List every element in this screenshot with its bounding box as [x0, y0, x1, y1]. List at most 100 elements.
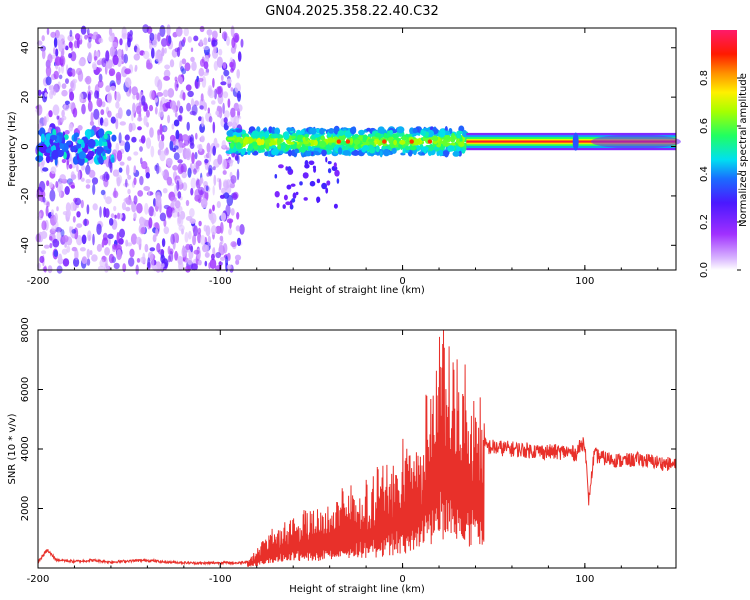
spectrogram-noise-cell: [133, 212, 137, 220]
spectrogram-signal-cell: [264, 131, 270, 139]
spectrogram-noise-cell: [150, 145, 155, 158]
spectrogram-noise-cell: [226, 36, 230, 46]
spectrogram-noise-cell: [176, 46, 181, 58]
spectrogram-noise-cell: [80, 177, 85, 182]
spectrogram-noise-cell: [210, 212, 217, 224]
spectrogram-noise-cell: [171, 123, 175, 130]
spectrogram-noise-cell: [190, 187, 194, 196]
spectrogram-noise-cell: [109, 46, 115, 57]
spectrogram-band-cell: [50, 134, 58, 140]
spectrogram-signal-cell: [412, 138, 420, 146]
spectrogram-noise-cell: [86, 248, 91, 259]
spectrogram-noise-cell: [148, 104, 154, 112]
spectrogram-hot-cell: [427, 139, 433, 144]
spectrogram-tail-cell: [290, 183, 296, 187]
spectrogram-noise-cell: [216, 56, 223, 68]
spectrogram-noise-cell: [137, 126, 142, 131]
spectrogram-noise-cell: [136, 105, 142, 115]
spectrogram-noise-cell: [159, 123, 163, 136]
spectrogram-noise-cell: [110, 213, 115, 219]
spectrogram-noise-cell: [72, 78, 78, 84]
spectrogram-noise-cell: [140, 135, 146, 144]
spectrogram-noise-cell: [186, 121, 190, 131]
spectrogram-noise-cell: [178, 206, 183, 213]
spectrogram-noise-cell: [86, 28, 90, 36]
spectrogram-noise-cell: [211, 100, 216, 105]
spectrogram-noise-cell: [41, 220, 47, 231]
spectrogram-noise-cell: [183, 27, 189, 37]
spectrogram-signal-cell: [377, 126, 386, 134]
spectrogram-noise-cell: [163, 89, 169, 98]
spectrogram-noise-cell: [79, 247, 86, 252]
spectrogram-signal-cell: [271, 148, 279, 156]
spectrogram-noise-cell: [175, 129, 180, 140]
spectrogram-signal-cell: [396, 126, 405, 134]
spectrogram-noise-cell: [225, 204, 231, 217]
spectrogram-noise-cell: [203, 102, 207, 112]
spectrogram-noise-cell: [153, 211, 156, 217]
spectrogram-noise-cell: [124, 68, 131, 75]
spectrogram-signal-cell: [383, 148, 390, 157]
spectrogram-noise-cell: [56, 206, 59, 212]
spectrogram-noise-cell: [119, 228, 125, 238]
spectrogram-noise-cell: [223, 110, 230, 119]
spectrogram-noise-cell: [194, 78, 201, 90]
spectrogram-noise-cell: [42, 167, 49, 172]
spectrogram-noise-cell: [149, 90, 155, 100]
spectrogram-noise-cell: [71, 174, 77, 180]
spectrogram-noise-cell: [45, 65, 52, 77]
spectrogram-noise-cell: [195, 162, 199, 170]
spectrogram-noise-cell: [84, 218, 87, 227]
spectrogram-noise-cell: [235, 259, 240, 265]
spectrogram-noise-cell: [229, 61, 234, 68]
spectrogram-noise-cell: [169, 100, 177, 110]
colorbar-tick-label: 0.6: [699, 118, 710, 134]
spectrogram-noise-cell: [55, 181, 59, 188]
spectrogram-noise-cell: [206, 29, 213, 36]
spectrogram-noise-cell: [171, 210, 179, 218]
spectrogram-noise-cell: [111, 41, 118, 48]
spectrogram-signal-cell: [271, 145, 277, 149]
spectrogram-signal-cell: [252, 141, 258, 147]
spectrogram-signal-cell: [319, 140, 326, 148]
spectrogram-noise-cell: [147, 189, 151, 197]
spectrogram-noise-cell: [156, 92, 164, 97]
spectrogram-noise-cell: [133, 177, 137, 186]
spectrogram-noise-cell: [200, 93, 204, 102]
spectrogram-noise-cell: [227, 98, 231, 108]
spectrogram-noise-cell: [230, 208, 235, 216]
spectrogram-noise-cell: [207, 107, 210, 114]
spectrogram-noise-cell: [163, 75, 171, 81]
spectrogram-noise-cell: [191, 61, 197, 72]
spectrogram-noise-cell: [216, 143, 220, 148]
spectrogram-y-tick-label: 40: [20, 41, 31, 54]
spectrogram-noise-cell: [71, 232, 75, 239]
snr-xlabel: Height of straight line (km): [289, 584, 425, 595]
spectrogram-noise-cell: [212, 166, 216, 171]
spectrogram-noise-cell: [49, 242, 53, 249]
spectrogram-band-cell: [87, 138, 96, 149]
spectrogram-noise-cell: [129, 248, 135, 258]
spectrogram-noise-cell: [236, 168, 240, 181]
spectrogram-noise-cell: [108, 237, 111, 246]
spectrogram-noise-cell: [137, 190, 144, 197]
spectrogram-noise-cell: [87, 100, 93, 112]
spectrogram-signal-cell: [328, 127, 335, 134]
spectrogram-noise-cell: [78, 59, 85, 67]
spectrogram-noise-cell: [119, 38, 123, 46]
spectrogram-noise-cell: [96, 97, 103, 108]
spectrogram-signal-cell: [362, 145, 370, 151]
spectrogram-signal-cell: [423, 149, 427, 154]
spectrogram-noise-cell: [52, 104, 60, 116]
spectrogram-noise-cell: [84, 34, 88, 40]
spectrogram-tail-cell: [274, 191, 280, 198]
spectrogram-noise-cell: [164, 148, 170, 156]
spectrogram-noise-cell: [115, 71, 122, 81]
spectrogram-noise-cell: [54, 212, 58, 223]
spectrogram-noise-cell: [191, 263, 198, 271]
spectrogram-signal-cell: [287, 141, 295, 145]
spectrogram-noise-cell: [133, 165, 137, 174]
spectrogram-noise-cell: [237, 104, 243, 112]
spectrogram-noise-cell: [227, 121, 233, 127]
spectrogram-noise-cell: [187, 36, 192, 43]
